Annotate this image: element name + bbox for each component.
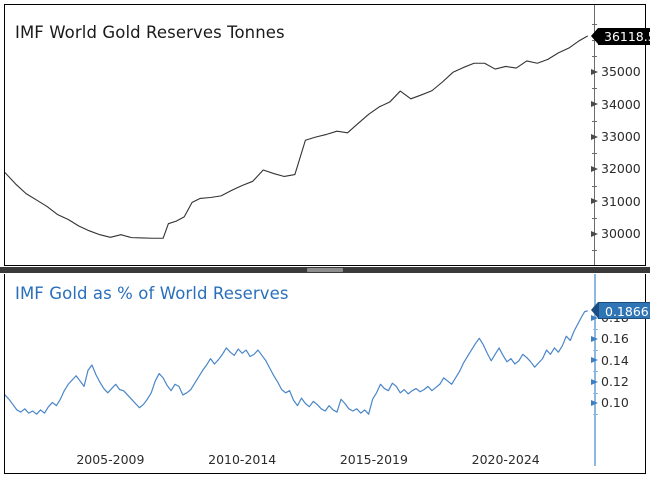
splitter-grip-icon[interactable] [307, 268, 343, 272]
top-minor-tick [592, 250, 597, 252]
bottom-minor-tick [593, 350, 598, 352]
top-minor-tick [592, 23, 597, 25]
bottom-tick-arrow-icon [591, 335, 598, 342]
bottom-tick-label: 0.14 [601, 352, 629, 368]
bottom-minor-tick [593, 392, 598, 394]
top-tick-arrow-icon [591, 230, 598, 237]
bottom-plot-area[interactable]: IMF Gold as % of World Reserves [5, 274, 590, 439]
top-tick-label: 34000 [601, 96, 641, 112]
top-tick-arrow-icon [591, 133, 598, 140]
bottom-minor-tick [593, 414, 598, 416]
bottom-y-axis[interactable]: 0.180.160.140.120.10 0.1866 [591, 274, 650, 466]
top-tick-label: 30000 [601, 226, 641, 242]
x-axis: 2005-2009 2010-2014 2015-2019 2020-2024 [5, 444, 590, 472]
bottom-tick-label: 0.10 [601, 395, 629, 411]
top-value-badge[interactable]: 36118.50 [591, 27, 650, 45]
x-axis-tick-label: 2010-2014 [208, 452, 277, 467]
top-tick-arrow-icon [591, 101, 598, 108]
bottom-chart-title: IMF Gold as % of World Reserves [15, 284, 289, 303]
top-tick-arrow-icon [591, 198, 598, 205]
top-minor-tick [592, 185, 597, 187]
panel-splitter[interactable] [0, 267, 650, 273]
top-tick-label: 31000 [601, 193, 641, 209]
top-chart-title: IMF World Gold Reserves Tonnes [15, 23, 285, 42]
top-chart-panel[interactable]: IMF World Gold Reserves Tonnes 35000 3400… [4, 4, 650, 266]
bottom-tick-label: 0.12 [601, 374, 629, 390]
top-minor-tick [592, 120, 597, 122]
bottom-minor-tick [593, 328, 598, 330]
top-series-line [5, 35, 588, 239]
bottom-chart-panel[interactable]: IMF Gold as % of World Reserves 2005-200… [4, 274, 650, 474]
bottom-tick-arrow-icon [591, 399, 598, 406]
top-tick-label: 33000 [601, 129, 641, 144]
bottom-series-line [5, 310, 588, 415]
x-axis-tick-label: 2005-2009 [76, 452, 145, 467]
bottom-axis-line [594, 274, 596, 466]
top-plot-area[interactable]: IMF World Gold Reserves Tonnes [5, 5, 590, 265]
bottom-value-badge[interactable]: 0.1866 [591, 302, 650, 320]
top-tick-label: 35000 [601, 64, 641, 80]
top-tick-label: 32000 [601, 161, 641, 177]
bottom-tick-label: 0.16 [601, 331, 629, 347]
top-minor-tick [592, 153, 597, 155]
top-minor-tick [592, 217, 597, 219]
x-axis-tick-label: 2015-2019 [339, 452, 408, 467]
bottom-tick-arrow-icon [591, 357, 598, 364]
x-axis-tick-label: 2020-2024 [471, 452, 540, 467]
top-minor-tick [592, 56, 597, 58]
top-y-axis[interactable]: 35000 34000 33000 32000 31000 30000 36118.50 [591, 5, 650, 265]
top-tick-arrow-icon [591, 68, 598, 75]
bottom-tick-arrow-icon [591, 378, 598, 385]
top-tick-arrow-icon [591, 165, 598, 172]
bottom-minor-tick [593, 371, 598, 373]
top-minor-tick [592, 88, 597, 90]
